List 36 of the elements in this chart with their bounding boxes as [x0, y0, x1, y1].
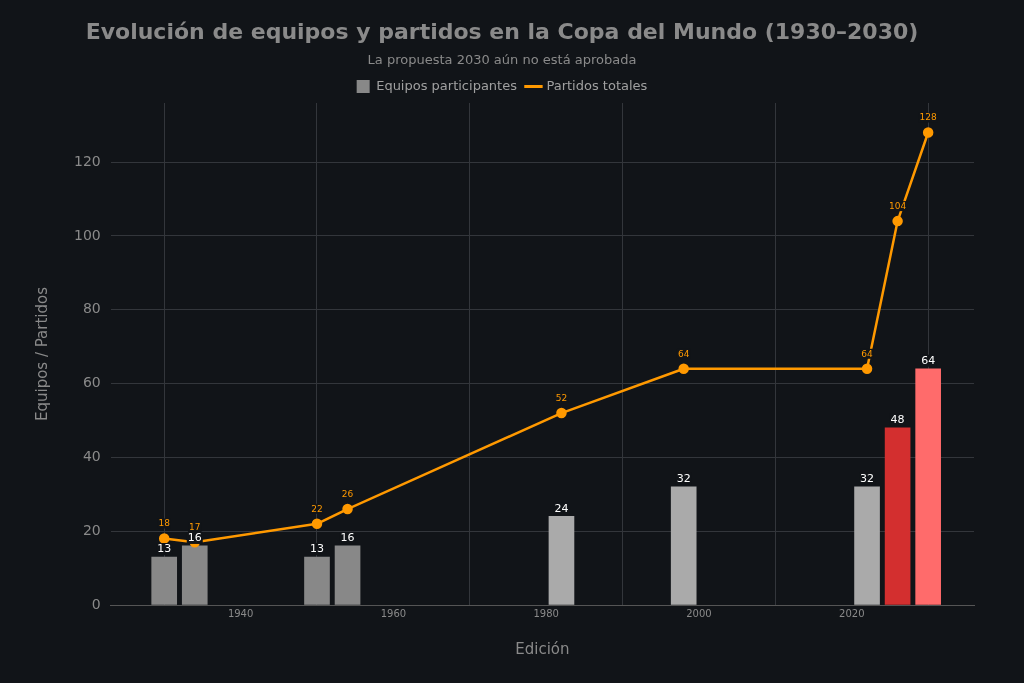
data-label: 22 [311, 503, 323, 514]
x-tick-label: 1940 [227, 607, 254, 619]
y-tick-label: 60 [82, 374, 101, 391]
data-label: 18 [158, 518, 171, 529]
data-label: 13 [309, 542, 324, 556]
data-label: 24 [554, 501, 569, 515]
x-tick-label: 1960 [380, 607, 407, 619]
data-label: 104 [889, 200, 907, 211]
x-tick-label: 1980 [533, 607, 559, 619]
data-label: 64 [921, 354, 936, 368]
x-axis-title: Edición [515, 639, 570, 658]
data-label: 26 [341, 488, 354, 499]
data-label: 48 [890, 413, 905, 427]
y-tick-label: 0 [91, 595, 101, 612]
data-label: 32 [860, 472, 875, 486]
data-label: 64 [677, 348, 690, 359]
x-tick-label: 2020 [839, 607, 865, 619]
data-label: 13 [157, 542, 172, 556]
data-label: 32 [676, 472, 691, 486]
x-tick-label: 2000 [686, 607, 712, 619]
legend-label: Equipos participantes [376, 77, 518, 93]
y-tick-label: 40 [82, 447, 101, 464]
y-axis-title: Equipos / Partidos [32, 286, 51, 422]
chart-subtitle: La propuesta 2030 aún no está aprobada [367, 51, 637, 67]
data-label: 16 [187, 531, 202, 545]
data-label: 16 [340, 531, 355, 545]
y-tick-label: 100 [73, 226, 101, 243]
data-label: 128 [919, 112, 938, 123]
data-label: 64 [861, 348, 874, 359]
y-tick-label: 120 [73, 152, 101, 169]
y-tick-label: 80 [82, 300, 101, 317]
data-label: 17 [189, 522, 201, 533]
y-tick-label: 20 [82, 521, 101, 538]
chart-title: Evolución de equipos y partidos en la Copa del Mundo (1930–2030) [85, 18, 919, 44]
legend-label: Partidos totales [546, 77, 648, 93]
data-label: 52 [555, 392, 568, 403]
